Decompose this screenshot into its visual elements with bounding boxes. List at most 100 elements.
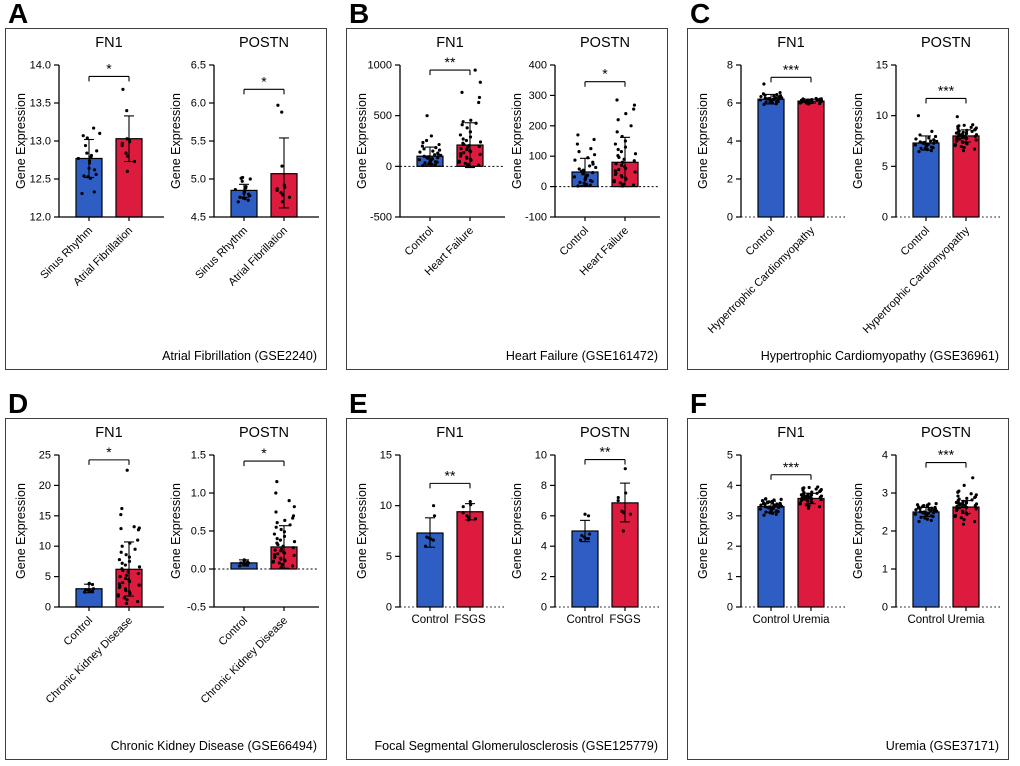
svg-text:12.0: 12.0: [30, 212, 51, 224]
svg-text:5: 5: [727, 450, 733, 462]
svg-text:400: 400: [529, 60, 547, 72]
svg-text:Control: Control: [411, 614, 448, 626]
bar-chart-fn1: 0 5 10 15 20 25 Control Chronic Kidney Disease *…: [13, 423, 164, 733]
svg-text:0: 0: [882, 212, 888, 224]
svg-text:*: *: [261, 73, 267, 89]
panel-C: C 0 2 4 6 8 Control Hypertrophic Cardiomyopath…: [686, 0, 1016, 375]
svg-text:6: 6: [541, 510, 547, 522]
svg-text:6.0: 6.0: [191, 98, 206, 110]
panel-caption: Heart Failure (GSE161472): [505, 349, 658, 363]
svg-text:***: ***: [783, 459, 800, 475]
svg-text:200: 200: [529, 120, 547, 132]
svg-text:13.5: 13.5: [30, 98, 51, 110]
svg-text:POSTN: POSTN: [239, 425, 289, 441]
svg-text:5: 5: [882, 161, 888, 173]
svg-text:0: 0: [541, 602, 547, 614]
svg-text:**: **: [445, 54, 456, 70]
panel-D: D 0 5 10 15 20 25 Control Chronic Kidney Diseas…: [4, 388, 334, 765]
bar-chart-fn1: 0 2 4 6 8 Control Hypertrophic Cardiomyopathy *…: [695, 33, 846, 343]
panel-box-B: -500 0 500 1000 Control Heart Failure ** FN1 Gen…: [346, 28, 668, 370]
panel-box-D: 0 5 10 15 20 25 Control Chronic Kidney Disease *…: [5, 418, 327, 760]
svg-text:20: 20: [39, 480, 51, 492]
panel-letter-A: A: [8, 0, 29, 29]
svg-text:4: 4: [882, 450, 888, 462]
svg-text:FN1: FN1: [95, 425, 122, 441]
svg-text:300: 300: [529, 90, 547, 102]
svg-text:FSGS: FSGS: [454, 614, 486, 626]
svg-text:2: 2: [727, 174, 733, 186]
svg-text:0: 0: [386, 161, 392, 173]
svg-text:10: 10: [535, 450, 547, 462]
svg-text:FN1: FN1: [436, 425, 463, 441]
svg-text:-100: -100: [525, 212, 547, 224]
svg-text:Gene Expression: Gene Expression: [696, 483, 710, 579]
svg-text:0: 0: [727, 212, 733, 224]
svg-text:Gene Expression: Gene Expression: [14, 93, 28, 189]
svg-text:*: *: [261, 445, 267, 461]
panel-F: F 0 1 2 3 4 5 Control Uremia *** FN1 Gene Expressi…: [686, 388, 1016, 765]
panel-box-A: 12.0 12.5 13.0 13.5 14.0 Sinus Rhythm Atrial F…: [5, 28, 327, 370]
svg-text:1.5: 1.5: [191, 450, 206, 462]
svg-text:6.5: 6.5: [191, 60, 206, 72]
panel-caption: Hypertrophic Cardiomyopathy (GSE36961): [760, 349, 999, 363]
svg-text:FN1: FN1: [777, 425, 804, 441]
svg-text:1: 1: [727, 571, 733, 583]
svg-text:8: 8: [541, 480, 547, 492]
bar-chart-postn: -100 0 100 200 300 400 Control Heart Failure * PO…: [509, 33, 660, 343]
panel-B: B -500 0 500 1000 Control Heart Failure ** FN1 G…: [345, 0, 675, 375]
svg-text:Gene Expression: Gene Expression: [851, 93, 865, 189]
svg-text:***: ***: [938, 82, 955, 98]
svg-text:Gene Expression: Gene Expression: [169, 93, 183, 189]
svg-text:**: **: [600, 444, 611, 460]
svg-text:POSTN: POSTN: [580, 35, 630, 51]
svg-text:Gene Expression: Gene Expression: [851, 483, 865, 579]
panel-letter-E: E: [349, 388, 368, 419]
panel-letter-F: F: [690, 388, 708, 419]
svg-text:15: 15: [39, 510, 51, 522]
panel-letter-D: D: [8, 388, 29, 419]
bar-chart-postn: 0 2 4 6 8 10 Control FSGS ** POSTN Gene Expression: [509, 423, 660, 733]
svg-text:-0.5: -0.5: [187, 602, 206, 614]
svg-text:12.5: 12.5: [30, 174, 51, 186]
svg-text:Control: Control: [62, 615, 96, 649]
svg-text:5: 5: [45, 571, 51, 583]
svg-text:15: 15: [380, 450, 392, 462]
svg-text:4: 4: [541, 541, 547, 553]
svg-text:***: ***: [783, 61, 800, 77]
svg-text:POSTN: POSTN: [921, 425, 971, 441]
svg-text:Control: Control: [217, 615, 251, 649]
panel-caption: Focal Segmental Glomerulosclerosis (GSE1…: [374, 739, 658, 753]
chart-svg: 0 5 10 15 Control FSGS ** FN1 Gene Expression: [355, 425, 505, 626]
svg-text:4: 4: [727, 136, 733, 148]
panel-caption: Chronic Kidney Disease (GSE66494): [110, 739, 317, 753]
svg-text:**: **: [445, 467, 456, 483]
svg-text:0: 0: [45, 602, 51, 614]
svg-text:4.5: 4.5: [191, 212, 206, 224]
svg-text:FN1: FN1: [436, 35, 463, 51]
panel-box-C: 0 2 4 6 8 Control Hypertrophic Cardiomyopathy *…: [687, 28, 1009, 370]
svg-text:0.0: 0.0: [191, 564, 206, 576]
svg-text:13.0: 13.0: [30, 136, 51, 148]
svg-text:8: 8: [727, 60, 733, 72]
svg-text:POSTN: POSTN: [239, 35, 289, 51]
bar-chart-postn: 0 5 10 15 Control Hypertrophic Cardiomyopathy…: [850, 33, 1001, 343]
svg-text:0: 0: [386, 602, 392, 614]
svg-text:5: 5: [386, 551, 392, 563]
svg-text:Control: Control: [744, 225, 778, 259]
bar-chart-fn1: 12.0 12.5 13.0 13.5 14.0 Sinus Rhythm Atrial F…: [13, 33, 164, 343]
bar-chart-fn1: -500 0 500 1000 Control Heart Failure ** FN1 Gen…: [354, 33, 505, 343]
bar-chart-postn: 4.5 5.0 5.5 6.0 6.5 Sinus Rhythm Atrial Fibril…: [168, 33, 319, 343]
svg-text:14.0: 14.0: [30, 60, 51, 72]
svg-text:3: 3: [727, 510, 733, 522]
svg-text:Gene Expression: Gene Expression: [510, 93, 524, 189]
bar-chart-fn1: 0 5 10 15 Control FSGS ** FN1 Gene Expression: [354, 423, 505, 733]
svg-text:10: 10: [380, 500, 392, 512]
svg-text:5.0: 5.0: [191, 174, 206, 186]
panel-A: A 12.0 12.5 13.0 13.5 14.0 Sinus Rhythm Atrial…: [4, 0, 334, 375]
svg-text:6: 6: [727, 98, 733, 110]
